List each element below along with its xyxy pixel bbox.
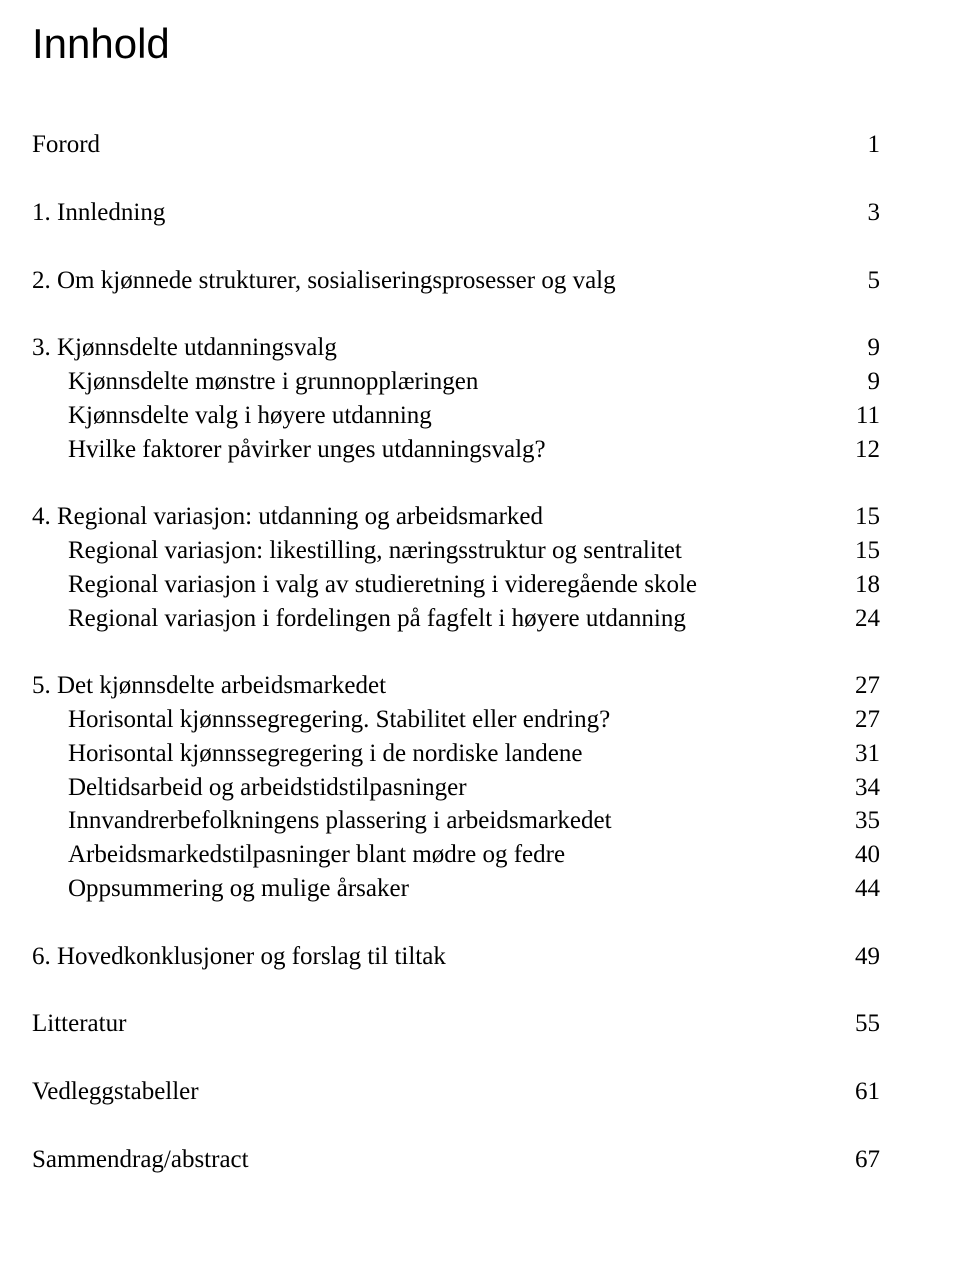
toc-entry-label: Regional variasjon: likestilling, næring…: [68, 534, 682, 568]
toc-entry-page: 40: [855, 838, 880, 872]
toc-subentry: Arbeidsmarkedstilpasninger blant mødre o…: [32, 838, 880, 872]
toc-entry-label: 5. Det kjønnsdelte arbeidsmarkedet: [32, 669, 386, 703]
toc-entry: 1. Innledning 3: [32, 196, 880, 230]
toc-section: Sammendrag/abstract 67: [32, 1143, 880, 1177]
toc-entry-label: Kjønnsdelte valg i høyere utdanning: [68, 399, 432, 433]
toc-entry-label: Innvandrerbefolkningens plassering i arb…: [68, 804, 612, 838]
toc-entry-label: Horisontal kjønnssegregering. Stabilitet…: [68, 703, 610, 737]
toc-subentry: Kjønnsdelte mønstre i grunnopplæringen 9: [32, 365, 880, 399]
toc-subentry: Regional variasjon i valg av studieretni…: [32, 568, 880, 602]
toc-entry: Forord 1: [32, 128, 880, 162]
toc-entry: 6. Hovedkonklusjoner og forslag til tilt…: [32, 940, 880, 974]
toc-section: 6. Hovedkonklusjoner og forslag til tilt…: [32, 940, 880, 974]
toc-section: Forord 1: [32, 128, 880, 162]
toc-section: Vedleggstabeller 61: [32, 1075, 880, 1109]
toc-entry-label: Arbeidsmarkedstilpasninger blant mødre o…: [68, 838, 565, 872]
toc-entry-label: 1. Innledning: [32, 196, 165, 230]
toc-section: Litteratur 55: [32, 1007, 880, 1041]
toc-subentry: Deltidsarbeid og arbeidstidstilpasninger…: [32, 771, 880, 805]
toc-entry: 5. Det kjønnsdelte arbeidsmarkedet 27: [32, 669, 880, 703]
toc-entry-label: Deltidsarbeid og arbeidstidstilpasninger: [68, 771, 467, 805]
toc-subentry: Regional variasjon i fordelingen på fagf…: [32, 602, 880, 636]
toc-entry-page: 34: [855, 771, 880, 805]
toc-entry-page: 49: [855, 940, 880, 974]
toc-entry: 2. Om kjønnede strukturer, sosialisering…: [32, 264, 880, 298]
toc-section: 2. Om kjønnede strukturer, sosialisering…: [32, 264, 880, 298]
toc-entry-label: Regional variasjon i fordelingen på fagf…: [68, 602, 686, 636]
toc-subentry: Oppsummering og mulige årsaker 44: [32, 872, 880, 906]
toc-entry-page: 3: [868, 196, 881, 230]
toc-entry-label: Kjønnsdelte mønstre i grunnopplæringen: [68, 365, 478, 399]
toc-entry-page: 1: [868, 128, 881, 162]
toc-entry-label: 3. Kjønnsdelte utdanningsvalg: [32, 331, 337, 365]
toc-entry-page: 15: [855, 534, 880, 568]
toc-entry-page: 9: [868, 331, 881, 365]
toc-entry-label: 6. Hovedkonklusjoner og forslag til tilt…: [32, 940, 446, 974]
toc-entry: 3. Kjønnsdelte utdanningsvalg 9: [32, 331, 880, 365]
toc-entry-page: 27: [855, 703, 880, 737]
toc-entry-page: 31: [855, 737, 880, 771]
toc-entry-label: Horisontal kjønnssegregering i de nordis…: [68, 737, 582, 771]
toc-entry-page: 55: [855, 1007, 880, 1041]
toc-entry-page: 12: [855, 433, 880, 467]
toc-section: 5. Det kjønnsdelte arbeidsmarkedet 27Hor…: [32, 669, 880, 905]
toc-entry-page: 44: [855, 872, 880, 906]
toc-entry-page: 5: [868, 264, 881, 298]
toc-entry-page: 61: [855, 1075, 880, 1109]
toc-entry-label: Vedleggstabeller: [32, 1075, 199, 1109]
toc-entry-page: 15: [855, 500, 880, 534]
toc-entry-label: Forord: [32, 128, 100, 162]
document-page: Innhold Forord 1 1. Innledning 3 2. Om kjø…: [0, 0, 960, 1251]
toc-section: 4. Regional variasjon: utdanning og arbe…: [32, 500, 880, 635]
toc-entry: 4. Regional variasjon: utdanning og arbe…: [32, 500, 880, 534]
toc-entry: Sammendrag/abstract 67: [32, 1143, 880, 1177]
toc-entry-label: Litteratur: [32, 1007, 126, 1041]
toc-entry: Litteratur 55: [32, 1007, 880, 1041]
toc-entry-page: 24: [855, 602, 880, 636]
toc-entry-label: Regional variasjon i valg av studieretni…: [68, 568, 697, 602]
toc-section: 3. Kjønnsdelte utdanningsvalg 9Kjønnsdel…: [32, 331, 880, 466]
toc-entry-label: Oppsummering og mulige årsaker: [68, 872, 409, 906]
toc-subentry: Kjønnsdelte valg i høyere utdanning 11: [32, 399, 880, 433]
toc-entry-page: 11: [856, 399, 880, 433]
toc-entry-label: 2. Om kjønnede strukturer, sosialisering…: [32, 264, 616, 298]
toc-entry-page: 67: [855, 1143, 880, 1177]
toc-subentry: Horisontal kjønnssegregering i de nordis…: [32, 737, 880, 771]
toc-entry-label: Sammendrag/abstract: [32, 1143, 249, 1177]
toc-subentry: Horisontal kjønnssegregering. Stabilitet…: [32, 703, 880, 737]
toc-entry-label: 4. Regional variasjon: utdanning og arbe…: [32, 500, 543, 534]
table-of-contents: Forord 1 1. Innledning 3 2. Om kjønnede st…: [32, 128, 880, 1177]
toc-entry-page: 18: [855, 568, 880, 602]
toc-subentry: Hvilke faktorer påvirker unges utdanning…: [32, 433, 880, 467]
toc-subentry: Regional variasjon: likestilling, næring…: [32, 534, 880, 568]
toc-entry-page: 35: [855, 804, 880, 838]
toc-subentry: Innvandrerbefolkningens plassering i arb…: [32, 804, 880, 838]
toc-entry: Vedleggstabeller 61: [32, 1075, 880, 1109]
toc-entry-page: 9: [868, 365, 881, 399]
toc-entry-label: Hvilke faktorer påvirker unges utdanning…: [68, 433, 546, 467]
toc-section: 1. Innledning 3: [32, 196, 880, 230]
toc-entry-page: 27: [855, 669, 880, 703]
page-title: Innhold: [32, 20, 880, 68]
